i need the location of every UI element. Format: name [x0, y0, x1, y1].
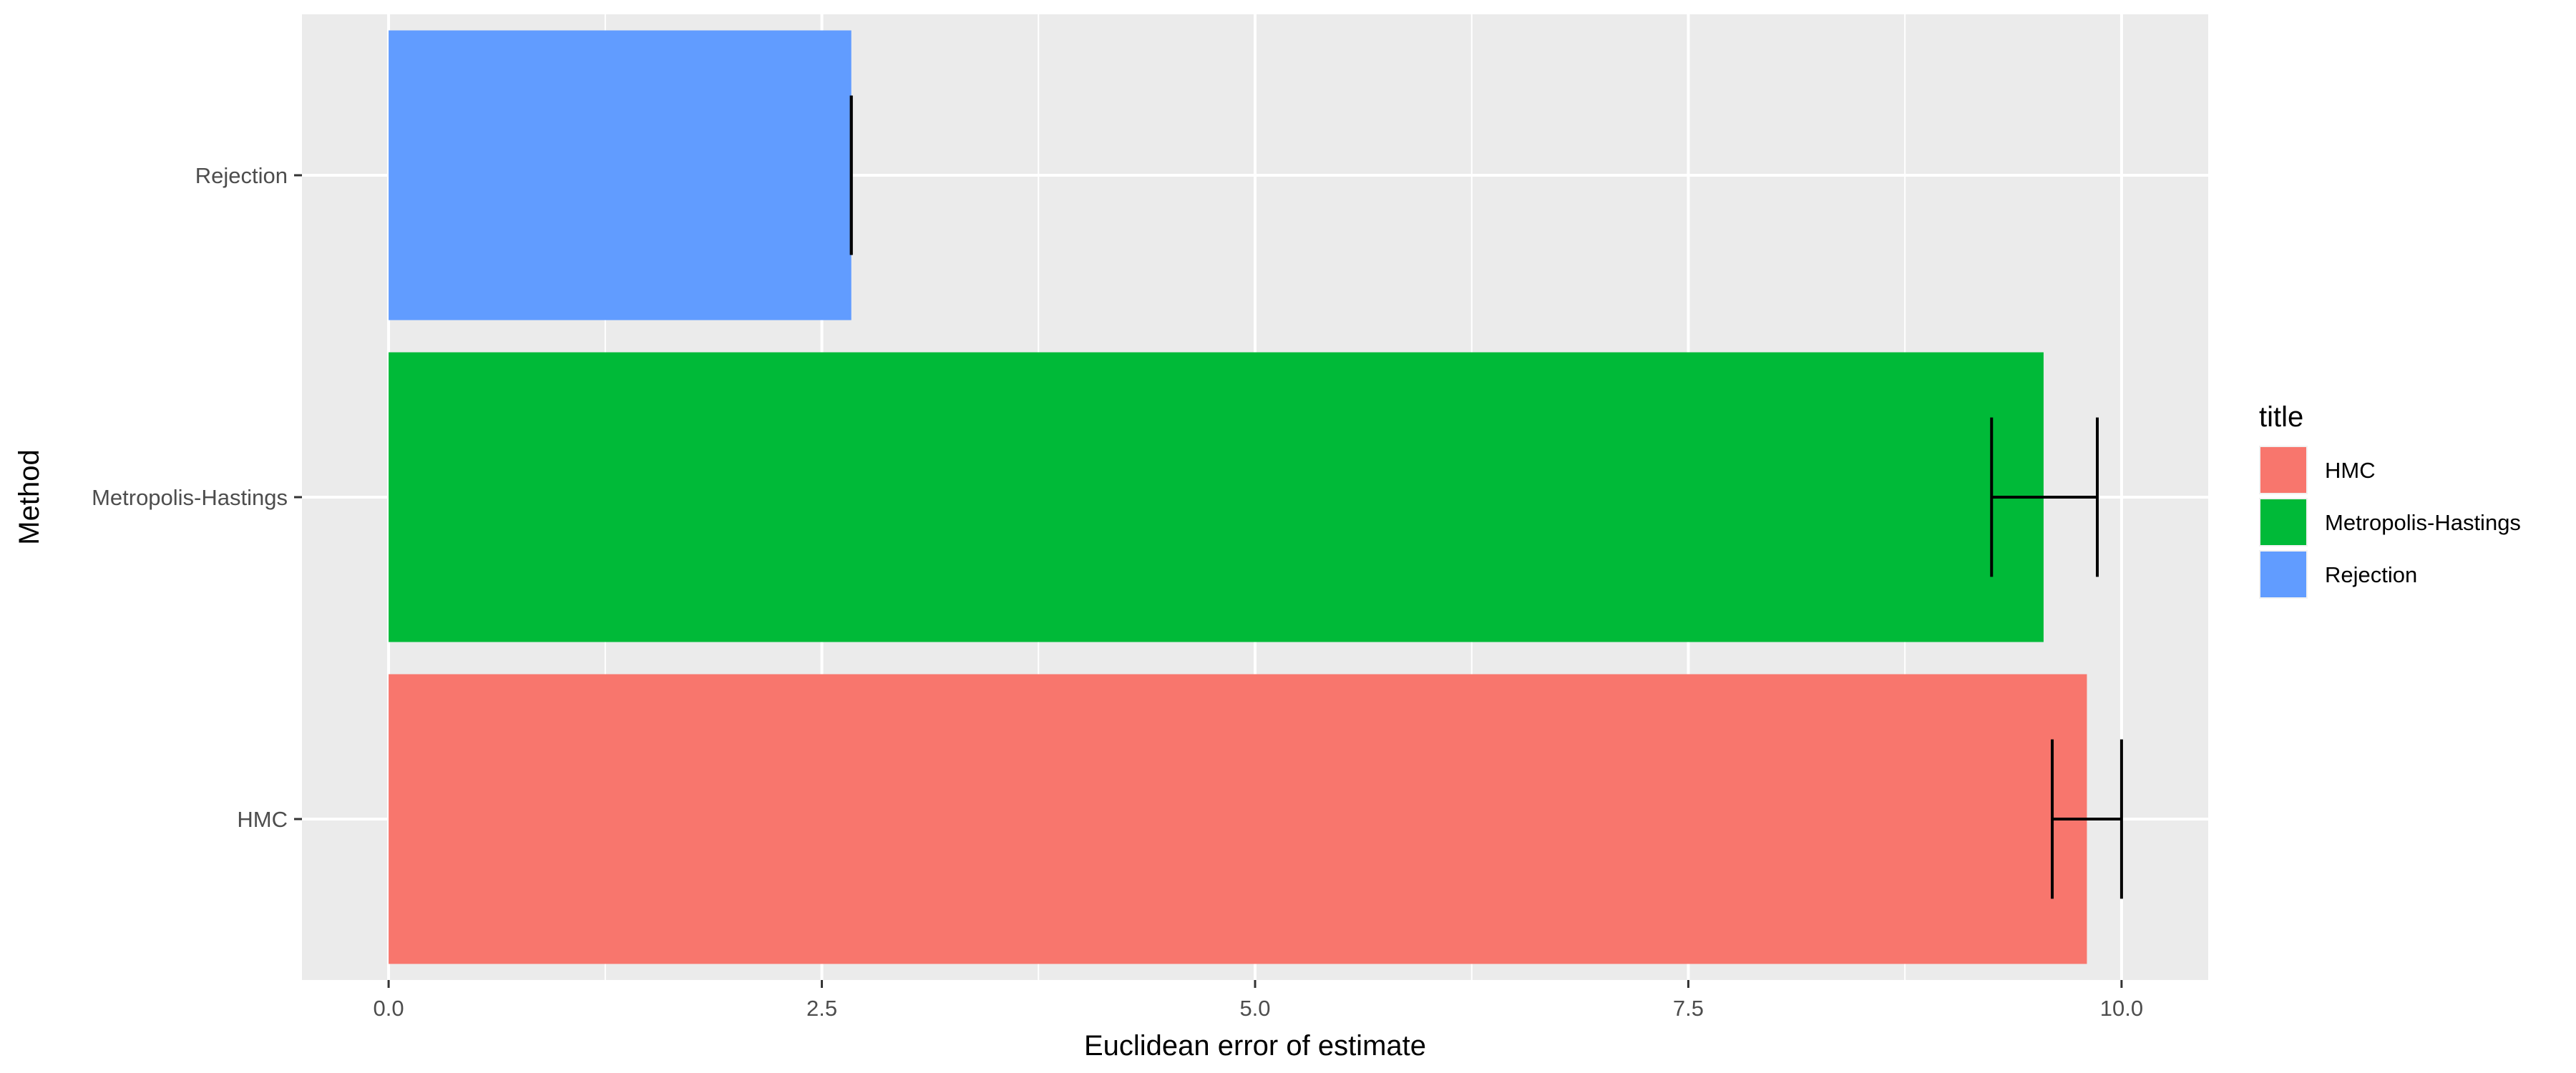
legend-key-swatch	[2260, 552, 2306, 597]
x-tick-label: 2.5	[806, 996, 837, 1021]
error-bars	[849, 95, 2123, 899]
y-axis: HMC Metropolis-Hastings Rejection	[92, 163, 302, 832]
y-tick-label: HMC	[237, 807, 288, 832]
x-tick-label: 7.5	[1673, 996, 1704, 1021]
y-axis-title: Method	[14, 449, 45, 544]
x-axis: 0.0 2.5 5.0 7.5 10.0	[374, 980, 2143, 1021]
legend-key-swatch	[2260, 499, 2306, 545]
legend-label: Rejection	[2325, 562, 2417, 587]
legend-label: Metropolis-Hastings	[2325, 510, 2521, 535]
bar-rejection	[389, 30, 852, 320]
y-tick-label: Metropolis-Hastings	[92, 485, 288, 510]
x-tick-label: 10.0	[2100, 996, 2143, 1021]
legend-label: HMC	[2325, 458, 2376, 483]
bar-hmc	[389, 674, 2087, 964]
x-tick-label: 5.0	[1239, 996, 1270, 1021]
x-axis-title: Euclidean error of estimate	[1084, 1030, 1426, 1062]
legend: title HMC Metropolis-Hastings Rejection	[2259, 401, 2521, 599]
legend-key-swatch	[2260, 447, 2306, 493]
bars	[389, 30, 2087, 964]
y-tick-label: Rejection	[195, 163, 288, 188]
bar-metropolis-hastings	[389, 352, 2044, 642]
legend-title: title	[2259, 401, 2303, 433]
x-tick-label: 0.0	[374, 996, 404, 1021]
